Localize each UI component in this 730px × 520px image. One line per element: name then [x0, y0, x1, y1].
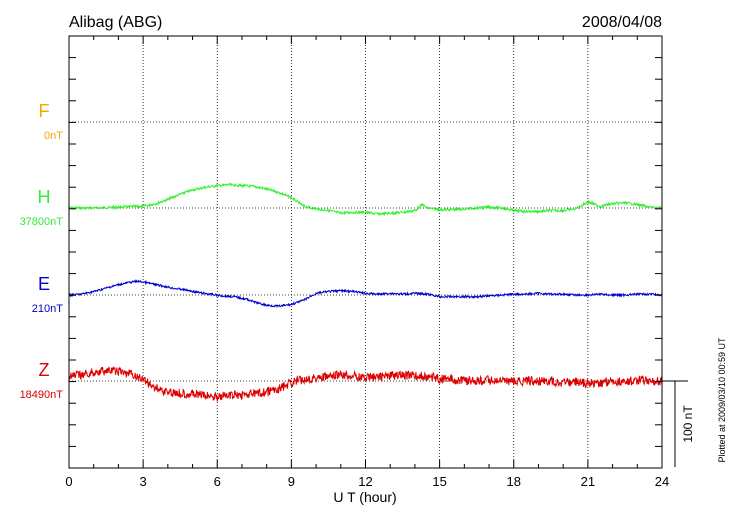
x-tick-label: 3 — [140, 474, 147, 489]
chart-date: 2008/04/08 — [582, 14, 662, 31]
x-tick-label: 6 — [214, 474, 221, 489]
x-tick-label: 18 — [507, 474, 521, 489]
series-baseline-F: 0nT — [44, 130, 63, 142]
x-axis-label: U T (hour) — [333, 489, 396, 505]
x-tick-label: 9 — [288, 474, 295, 489]
series-baseline-E: 210nT — [32, 303, 63, 315]
x-tick-label: 24 — [655, 474, 669, 489]
grid-lines — [69, 36, 662, 468]
axis-ticks: 0 3 6 9 12 15 18 21 24 — [65, 35, 669, 489]
x-tick-label: 15 — [432, 474, 446, 489]
series-group — [68, 182, 663, 402]
series-line-E — [68, 279, 663, 309]
x-tick-label: 21 — [581, 474, 595, 489]
series-labels: F 0nT H 37800nT E 210nT Z 18490nT — [20, 101, 64, 401]
series-line-Z — [68, 366, 663, 402]
series-baseline-H: 37800nT — [20, 216, 64, 228]
series-name-H: H — [38, 187, 51, 207]
series-name-Z: Z — [39, 360, 50, 380]
series-line-H — [68, 182, 663, 217]
scale-bar: 100 nT — [662, 380, 695, 467]
x-tick-label: 0 — [65, 474, 72, 489]
x-tick-label: 12 — [358, 474, 372, 489]
chart-title: Alibag (ABG) — [69, 14, 162, 31]
series-baseline-Z: 18490nT — [20, 389, 64, 401]
scale-bar-label: 100 nT — [681, 405, 695, 443]
plotted-note: Plotted at 2009/03/10 00:59 UT — [717, 337, 727, 463]
series-name-E: E — [38, 274, 50, 294]
series-name-F: F — [39, 101, 50, 121]
